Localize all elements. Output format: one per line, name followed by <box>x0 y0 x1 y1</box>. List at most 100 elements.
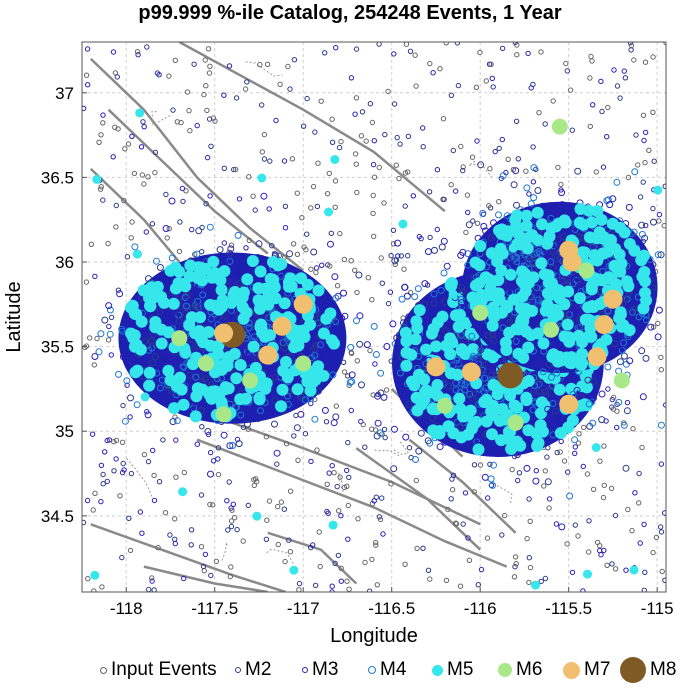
event-marker <box>131 170 138 177</box>
event-marker <box>273 117 279 124</box>
event-marker <box>213 558 220 565</box>
event-marker <box>206 317 214 325</box>
event-marker <box>655 320 661 327</box>
event-marker <box>128 235 134 241</box>
event-marker <box>650 324 657 330</box>
event-marker <box>195 227 203 235</box>
event-marker <box>466 390 474 398</box>
m5-marker <box>212 339 225 352</box>
m5-marker <box>486 428 498 441</box>
event-marker <box>246 237 253 244</box>
m5-marker <box>205 392 218 405</box>
event-marker <box>420 125 426 131</box>
event-marker <box>123 377 131 385</box>
x-tick-label: -118 <box>110 599 143 618</box>
legend-label: M5 <box>447 659 474 680</box>
event-marker <box>332 413 340 421</box>
m5-marker <box>576 380 589 393</box>
m5-marker <box>614 308 627 321</box>
legend-item: M8 <box>620 655 676 685</box>
m5-marker <box>427 402 440 415</box>
event-marker <box>170 107 176 113</box>
event-marker <box>282 558 288 565</box>
m5-marker <box>427 322 440 335</box>
event-marker <box>414 285 422 293</box>
event-marker <box>231 515 238 521</box>
event-marker <box>637 540 643 546</box>
m5-marker <box>594 298 606 310</box>
event-marker <box>266 206 272 212</box>
event-marker <box>189 226 195 233</box>
event-marker <box>448 92 455 99</box>
event-marker <box>121 467 127 473</box>
m5-marker <box>448 289 458 299</box>
event-marker <box>293 424 301 432</box>
event-marker <box>614 83 621 89</box>
event-marker <box>294 190 300 196</box>
event-marker <box>558 189 566 197</box>
event-marker <box>311 415 319 423</box>
legend-item: M6 <box>498 655 542 685</box>
m5-marker <box>189 410 202 423</box>
event-marker <box>499 532 505 538</box>
event-marker <box>600 164 607 170</box>
event-marker <box>324 508 330 515</box>
event-marker <box>448 496 454 502</box>
event-marker <box>443 262 451 270</box>
m5-marker <box>628 244 641 257</box>
event-marker <box>636 500 642 506</box>
event-marker <box>210 458 217 464</box>
event-marker <box>358 381 365 389</box>
event-marker <box>111 439 117 445</box>
event-marker <box>587 123 593 130</box>
event-marker <box>348 378 356 386</box>
event-marker <box>533 166 539 173</box>
event-marker <box>444 382 452 390</box>
event-marker <box>413 477 419 484</box>
event-marker <box>106 437 113 443</box>
event-marker <box>198 407 206 414</box>
event-marker <box>228 523 235 530</box>
m5-marker <box>585 216 598 229</box>
event-marker <box>391 425 398 433</box>
m5-marker <box>503 326 516 339</box>
event-marker <box>479 209 487 217</box>
m5-marker <box>410 391 423 404</box>
m5-marker <box>451 368 464 381</box>
fault-line <box>89 167 181 263</box>
legend-label: M6 <box>516 659 543 680</box>
event-marker <box>201 568 208 574</box>
event-marker <box>312 582 319 589</box>
m5-marker <box>467 419 480 432</box>
m5-marker <box>563 331 576 344</box>
event-marker <box>413 83 419 89</box>
event-marker <box>208 572 214 579</box>
m5-marker <box>317 327 330 340</box>
event-marker <box>430 70 436 76</box>
event-marker <box>83 343 90 349</box>
m5-marker <box>174 371 186 384</box>
event-marker <box>569 127 575 133</box>
event-marker <box>382 434 388 441</box>
event-marker <box>600 494 607 501</box>
event-marker <box>228 518 235 524</box>
m5-marker <box>480 415 493 428</box>
event-marker <box>199 249 205 255</box>
m5-marker <box>234 359 247 371</box>
event-marker <box>527 564 534 571</box>
event-marker <box>275 541 281 548</box>
m5-marker <box>259 382 272 395</box>
event-marker <box>459 248 467 256</box>
event-marker <box>475 436 483 444</box>
m5-marker <box>204 298 217 311</box>
m5-marker <box>609 242 622 255</box>
event-marker <box>296 587 302 592</box>
m5-marker <box>535 257 548 270</box>
event-marker <box>400 319 407 327</box>
m5-marker <box>496 403 509 416</box>
event-marker <box>327 263 333 269</box>
event-marker <box>653 534 660 541</box>
event-marker <box>544 252 551 260</box>
event-marker <box>460 167 466 174</box>
event-marker <box>628 47 634 53</box>
